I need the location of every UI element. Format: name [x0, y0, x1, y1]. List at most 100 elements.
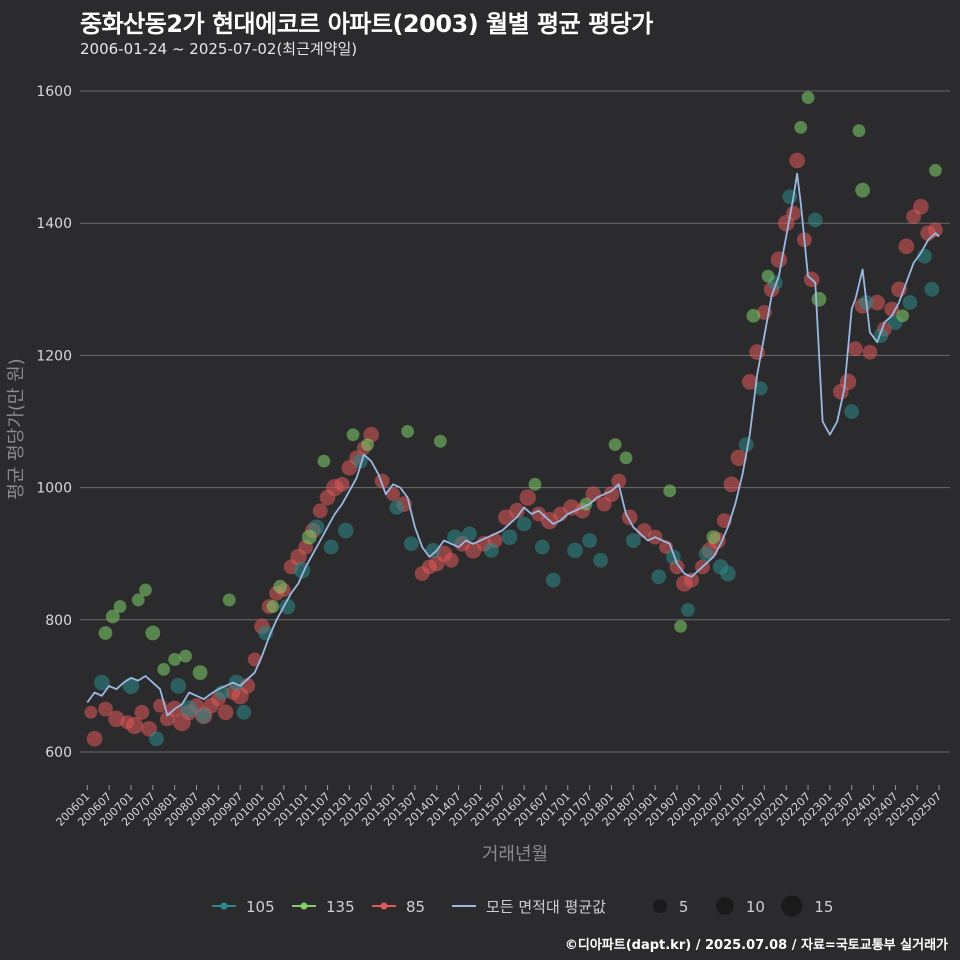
point-85: [839, 373, 857, 391]
point-85: [86, 730, 103, 747]
point-85: [98, 701, 113, 717]
point-135: [746, 308, 761, 323]
point-85: [374, 473, 390, 489]
point-105: [352, 453, 368, 469]
point-105: [844, 404, 860, 419]
point-105: [545, 572, 561, 588]
point-105: [698, 546, 714, 562]
point-135: [139, 583, 152, 597]
legend-size-circle: [715, 897, 734, 915]
point-105: [534, 539, 550, 555]
y-axis-ticks: 600 800 1000 1200 1400 1600: [36, 84, 72, 761]
legend-label: 85: [406, 898, 425, 916]
point-105: [122, 677, 140, 695]
point-105: [753, 381, 768, 396]
point-135: [794, 120, 808, 134]
point-85: [126, 716, 144, 735]
point-135: [528, 477, 542, 491]
point-105: [279, 598, 296, 615]
x-axis-title: 거래년월: [482, 844, 548, 865]
point-85: [334, 476, 350, 492]
point-135: [761, 269, 775, 283]
point-85: [443, 552, 459, 568]
point-135: [896, 309, 910, 323]
point-135: [401, 425, 415, 438]
point-105: [170, 678, 187, 694]
point-135: [168, 653, 182, 666]
legend-size-label: 15: [814, 898, 833, 916]
point-135: [145, 625, 161, 641]
point-85: [862, 344, 878, 360]
point-105: [593, 552, 608, 568]
legend-swatch-point: [220, 902, 228, 910]
point-105: [425, 542, 441, 558]
point-105: [447, 529, 463, 545]
scatter-points: [84, 91, 943, 747]
point-105: [483, 542, 499, 558]
legend-size-circle: [781, 895, 803, 917]
point-135: [852, 124, 866, 138]
point-85: [884, 301, 900, 317]
legend-size-label: 5: [679, 898, 689, 916]
point-105: [236, 704, 252, 720]
point-135: [801, 91, 815, 105]
y-tick-label: 1400: [36, 216, 72, 232]
point-85: [789, 152, 805, 169]
y-tick-label: 600: [45, 745, 72, 761]
y-tick-label: 800: [45, 613, 72, 629]
source-caption: ©디아파트(dapt.kr) / 2025.07.08 / 자료=국토교통부 실…: [564, 938, 948, 953]
point-105: [680, 602, 695, 617]
point-135: [179, 649, 192, 663]
x-axis-ticks: 2006012006072007012007072008012008072009…: [54, 785, 944, 829]
point-135: [105, 609, 120, 624]
point-135: [131, 593, 145, 607]
point-105: [501, 529, 518, 545]
legend-size-circle: [653, 899, 667, 913]
point-135: [608, 438, 622, 452]
point-105: [196, 708, 212, 723]
point-105: [180, 700, 198, 718]
point-105: [720, 565, 736, 582]
point-135: [706, 530, 721, 545]
point-135: [301, 529, 317, 545]
point-105: [567, 542, 583, 559]
point-135: [663, 484, 677, 498]
point-105: [149, 731, 164, 747]
point-135: [811, 291, 827, 307]
point-85: [312, 503, 328, 519]
point-135: [361, 438, 374, 452]
legend-swatch-point: [380, 902, 388, 910]
point-85: [741, 374, 758, 390]
y-tick-label: 1200: [36, 348, 72, 364]
point-105: [807, 212, 823, 228]
legend-label: 135: [326, 898, 355, 916]
point-85: [386, 487, 400, 502]
point-85: [869, 294, 886, 311]
point-105: [389, 500, 405, 515]
point-105: [738, 437, 754, 453]
point-105: [582, 533, 598, 548]
point-105: [924, 281, 940, 297]
legend-label: 모든 면적대 평균값: [486, 898, 606, 916]
point-105: [665, 549, 681, 565]
point-135: [273, 579, 288, 594]
legend: 105 135 85 모든 면적대 평균값 5 10 15: [212, 895, 833, 917]
point-85: [603, 486, 620, 503]
point-135: [674, 619, 688, 633]
point-105: [902, 295, 918, 310]
point-85: [847, 341, 863, 357]
point-85: [928, 222, 943, 238]
point-85: [723, 476, 740, 493]
point-85: [508, 502, 525, 519]
point-85: [898, 238, 915, 255]
point-135: [433, 434, 447, 448]
point-85: [84, 705, 98, 719]
point-105: [337, 522, 354, 539]
point-105: [94, 674, 110, 691]
point-105: [403, 536, 419, 552]
point-135: [157, 662, 171, 676]
point-105: [323, 539, 339, 555]
point-135: [855, 182, 871, 198]
point-135: [317, 454, 331, 468]
